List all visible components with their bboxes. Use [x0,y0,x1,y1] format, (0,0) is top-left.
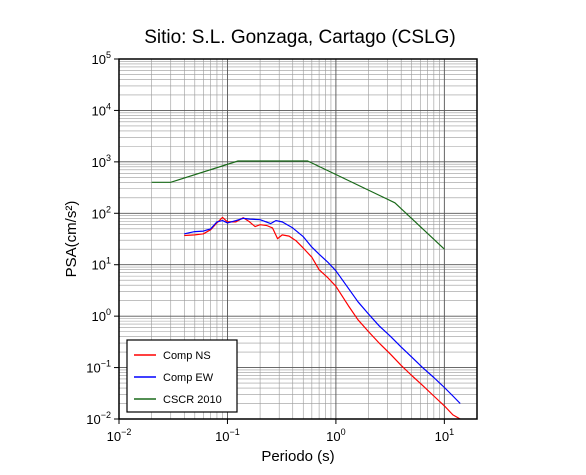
y-tick-label: 104 [92,101,111,118]
legend-box [126,339,238,413]
y-tick-label: 10−2 [86,410,111,427]
x-tick-label: 10−2 [107,427,132,444]
series-lines [151,160,461,420]
y-tick-label: 103 [92,153,111,170]
x-axis-label: Periodo (s) [261,448,334,465]
minor-gridlines [119,59,478,419]
y-axis-label: PSA(cm/s²) [63,201,80,278]
series-line-comp-ew [184,217,461,404]
y-tick-label: 100 [92,307,111,324]
x-tick-label: 10−1 [215,427,240,444]
legend-label-comp-ew: Comp EW [163,372,214,384]
series-line-comp-ns [184,216,461,420]
chart-title: Sitio: S.L. Gonzaga, Cartago (CSLG) [144,27,456,48]
legend-label-cscr-2010: CSCR 2010 [163,394,222,406]
x-axis-ticks: 10−2 10−1 100 101 [107,419,454,444]
x-tick-label: 101 [435,427,454,444]
y-tick-label: 101 [92,256,111,273]
x-tick-label: 100 [326,427,345,444]
y-tick-label: 105 [92,50,111,67]
y-tick-label: 10−1 [86,359,111,376]
plot-frame [118,58,478,420]
legend-label-comp-ns: Comp NS [163,350,211,362]
y-axis-ticks: 10−2 10−1 100 101 102 103 104 105 [86,50,119,427]
y-tick-label: 102 [92,204,111,221]
series-line-cscr-2010 [151,160,445,250]
legend: Comp NS Comp EW CSCR 2010 [126,339,238,413]
